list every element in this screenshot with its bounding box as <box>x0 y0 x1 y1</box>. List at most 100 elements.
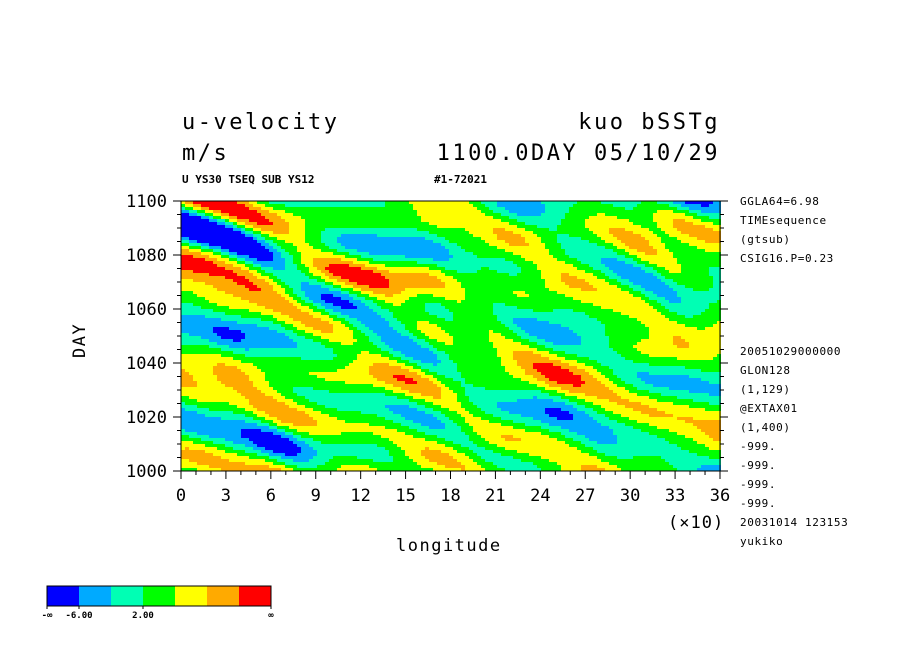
heatmap-cell <box>561 252 565 255</box>
heatmap-cell <box>277 270 281 273</box>
heatmap-cell <box>489 285 493 288</box>
heatmap-cell <box>629 213 633 216</box>
heatmap-cell <box>681 270 685 273</box>
heatmap-cell <box>381 207 385 210</box>
heatmap-cell <box>301 207 305 210</box>
heatmap-cell <box>481 291 485 294</box>
heatmap-cell <box>553 234 557 237</box>
heatmap-cell <box>349 243 353 246</box>
heatmap-cell <box>289 270 293 273</box>
heatmap-cell <box>313 216 317 219</box>
heatmap-cell <box>341 210 345 213</box>
heatmap-cell <box>393 309 397 312</box>
heatmap-cell <box>213 243 217 246</box>
heatmap-cell <box>289 279 293 282</box>
heatmap-cell <box>401 282 405 285</box>
heatmap-cell <box>241 240 245 243</box>
heatmap-cell <box>505 252 509 255</box>
heatmap-cell <box>181 312 185 315</box>
heatmap-cell <box>569 237 573 240</box>
heatmap-cell <box>489 276 493 279</box>
heatmap-cell <box>617 288 621 291</box>
heatmap-cell <box>209 225 213 228</box>
heatmap-cell <box>297 270 301 273</box>
heatmap-cell <box>385 210 389 213</box>
heatmap-cell <box>325 258 329 261</box>
heatmap-cell <box>657 255 661 258</box>
heatmap-cell <box>201 288 205 291</box>
heatmap-cell <box>613 243 617 246</box>
heatmap-cell <box>649 234 653 237</box>
heatmap-cell <box>377 294 381 297</box>
heatmap-cell <box>441 282 445 285</box>
heatmap-cell <box>605 240 609 243</box>
heatmap-cell <box>629 216 633 219</box>
heatmap-cell <box>473 282 477 285</box>
heatmap-cell <box>613 264 617 267</box>
heatmap-cell <box>633 225 637 228</box>
heatmap-cell <box>353 291 357 294</box>
heatmap-cell <box>309 222 313 225</box>
heatmap-cell <box>441 291 445 294</box>
heatmap-cell <box>369 216 373 219</box>
heatmap-cell <box>581 273 585 276</box>
heatmap-cell <box>633 267 637 270</box>
heatmap-cell <box>185 222 189 225</box>
heatmap-cell <box>633 240 637 243</box>
heatmap-cell <box>185 249 189 252</box>
heatmap-cell <box>477 210 481 213</box>
heatmap-cell <box>233 309 237 312</box>
heatmap-cell <box>217 279 221 282</box>
heatmap-cell <box>429 294 433 297</box>
heatmap-cell <box>189 246 193 249</box>
heatmap-cell <box>305 213 309 216</box>
heatmap-cell <box>241 276 245 279</box>
heatmap-cell <box>281 309 285 312</box>
heatmap-cell <box>689 270 693 273</box>
heatmap-cell <box>389 303 393 306</box>
heatmap-cell <box>505 207 509 210</box>
heatmap-cell <box>225 246 229 249</box>
heatmap-cell <box>209 282 213 285</box>
heatmap-cell <box>429 297 433 300</box>
heatmap-cell <box>325 270 329 273</box>
heatmap-cell <box>213 222 217 225</box>
heatmap-cell <box>309 216 313 219</box>
heatmap-cell <box>705 279 709 282</box>
heatmap-cell <box>701 240 705 243</box>
heatmap-cell <box>557 300 561 303</box>
heatmap-cell <box>413 306 417 309</box>
heatmap-cell <box>381 270 385 273</box>
heatmap-cell <box>321 297 325 300</box>
heatmap-cell <box>341 297 345 300</box>
heatmap-cell <box>309 237 313 240</box>
heatmap-cell <box>457 219 461 222</box>
heatmap-cell <box>325 240 329 243</box>
heatmap-cell <box>673 216 677 219</box>
heatmap-cell <box>513 216 517 219</box>
heatmap-cell <box>193 306 197 309</box>
heatmap-cell <box>221 249 225 252</box>
heatmap-cell <box>445 303 449 306</box>
heatmap-cell <box>373 225 377 228</box>
heatmap-cell <box>605 222 609 225</box>
heatmap-cell <box>245 267 249 270</box>
heatmap-cell <box>397 246 401 249</box>
heatmap-cell <box>289 210 293 213</box>
heatmap-cell <box>589 249 593 252</box>
heatmap-cell <box>341 222 345 225</box>
heatmap-cell <box>297 306 301 309</box>
heatmap-cell <box>457 279 461 282</box>
heatmap-cell <box>533 300 537 303</box>
heatmap-cell <box>573 234 577 237</box>
heatmap-cell <box>493 210 497 213</box>
heatmap-cell <box>553 213 557 216</box>
heatmap-cell <box>181 210 185 213</box>
heatmap-cell <box>349 201 353 204</box>
heatmap-cell <box>541 258 545 261</box>
heatmap-cell <box>545 243 549 246</box>
heatmap-cell <box>265 222 269 225</box>
heatmap-cell <box>393 252 397 255</box>
heatmap-cell <box>297 282 301 285</box>
heatmap-cell <box>677 300 681 303</box>
